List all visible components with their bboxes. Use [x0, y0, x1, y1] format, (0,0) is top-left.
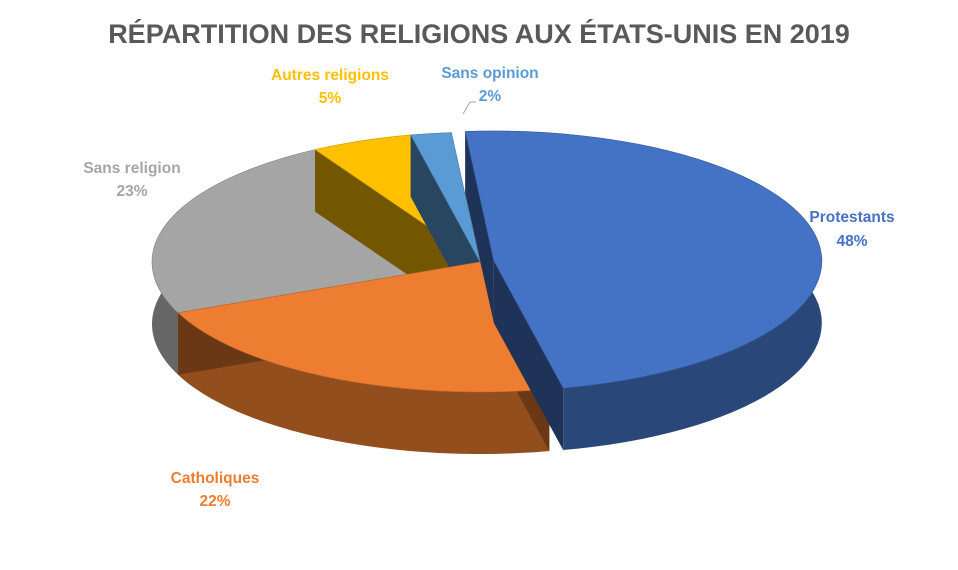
slice-cut-wall: [493, 260, 564, 451]
pie-slices: [151, 130, 823, 454]
chart-title: RÉPARTITION DES RELIGIONS AUX ÉTATS-UNIS…: [108, 18, 850, 49]
value-label-sans-opinion: 2%: [479, 88, 502, 105]
slice-top: [151, 149, 481, 314]
label-sans-opinion: Sans opinion: [441, 65, 538, 82]
slice-top: [464, 130, 823, 389]
pie-slice-protestants: [464, 130, 823, 451]
value-label-catholiques: 22%: [199, 493, 230, 510]
value-label-autres-religions: 5%: [319, 90, 342, 107]
label-protestants: Protestants: [809, 209, 894, 226]
value-label-protestants: 48%: [836, 233, 867, 250]
label-catholiques: Catholiques: [171, 470, 260, 487]
slice-top: [177, 261, 550, 393]
sans-opinion-leader-line: [462, 101, 476, 115]
label-sans-religion: Sans religion: [83, 160, 180, 177]
slice-labels: Protestants 48% Catholiques 22% Sans religio…: [83, 65, 894, 510]
slice-side: [178, 312, 550, 454]
label-autres-religions: Autres religions: [271, 67, 389, 84]
value-label-sans-religion: 23%: [116, 183, 147, 200]
slice-top: [410, 132, 481, 263]
slice-cut-wall: [465, 131, 494, 323]
